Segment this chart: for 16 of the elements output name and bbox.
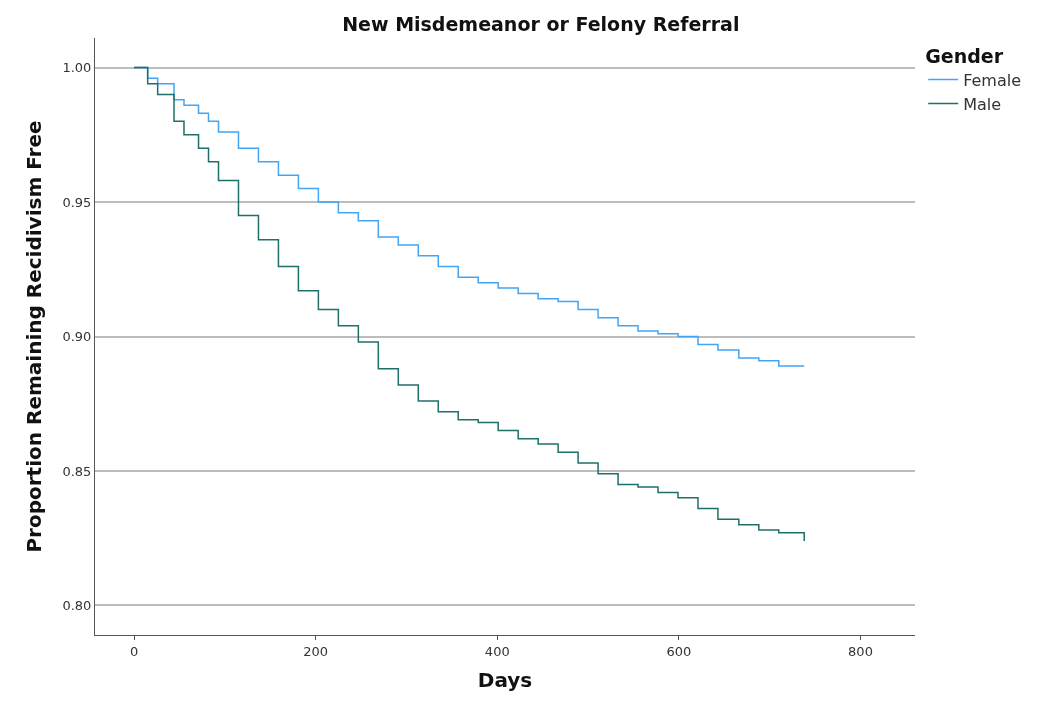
y-tick-label: 0.95 xyxy=(62,194,92,210)
legend-label: Male xyxy=(963,94,1002,114)
legend-title: Gender xyxy=(925,44,1004,67)
x-tick-label: 0 xyxy=(129,643,139,659)
legend-label: Female xyxy=(963,70,1022,90)
x-tick-label: 200 xyxy=(303,643,329,659)
chart-title: New Misdemeanor or Felony Referral xyxy=(342,12,740,35)
x-tick-label: 600 xyxy=(666,643,692,659)
y-tick-label: 1.00 xyxy=(62,60,92,76)
y-tick-label: 0.80 xyxy=(62,597,92,613)
x-tick-label: 800 xyxy=(848,643,873,659)
y-axis-title: Proportion Remaining Recidivism Free xyxy=(21,120,46,553)
y-tick-label: 0.90 xyxy=(62,329,92,345)
y-tick-label: 0.85 xyxy=(62,463,92,479)
x-tick-label: 400 xyxy=(484,643,510,659)
x-axis-title: Days xyxy=(477,668,533,693)
